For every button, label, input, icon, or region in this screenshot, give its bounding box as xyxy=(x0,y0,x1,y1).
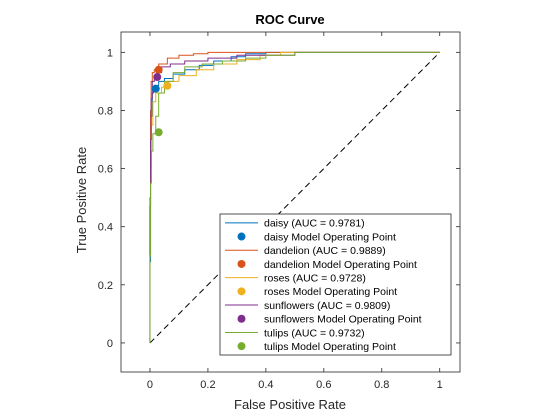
operating-point-tulips xyxy=(154,128,163,137)
chart-title: ROC Curve xyxy=(255,12,324,27)
operating-point-sunflowers xyxy=(153,73,162,82)
y-tick-label: 0.2 xyxy=(98,280,113,292)
operating-point-dandelion xyxy=(154,65,163,74)
legend-entry-label: tulips (AUC = 0.9732) xyxy=(264,327,365,339)
x-tick-label: 1 xyxy=(437,379,443,391)
operating-point-roses xyxy=(163,81,172,90)
y-tick-label: 0.4 xyxy=(98,222,113,234)
legend-entry-label: daisy (AUC = 0.9781) xyxy=(264,218,365,230)
y-tick-label: 0 xyxy=(107,338,113,350)
legend-entry-label: dandelion Model Operating Point xyxy=(264,259,417,271)
legend-entry-label: sunflowers (AUC = 0.9809) xyxy=(264,300,390,312)
legend-dot-swatch xyxy=(237,232,246,241)
legend-dot-swatch xyxy=(237,259,246,268)
legend-entry-label: tulips Model Operating Point xyxy=(264,341,396,353)
legend-entry-label: daisy Model Operating Point xyxy=(264,231,396,243)
legend-dot-swatch xyxy=(237,314,246,323)
legend-dot-swatch xyxy=(237,287,246,296)
y-tick-label: 0.8 xyxy=(98,105,113,117)
legend-entry-label: roses (AUC = 0.9728) xyxy=(264,272,366,284)
y-tick-label: 1 xyxy=(107,47,113,59)
legend-box xyxy=(219,213,452,356)
x-tick-label: 0.4 xyxy=(258,379,273,391)
x-axis-label: False Positive Rate xyxy=(234,397,346,412)
y-axis-label: True Positive Rate xyxy=(74,147,89,253)
x-tick-label: 0.6 xyxy=(316,379,331,391)
operating-point-daisy xyxy=(151,84,160,93)
legend-entry-label: sunflowers Model Operating Point xyxy=(264,314,422,326)
legend-dot-swatch xyxy=(237,342,246,351)
legend-entry-label: roses Model Operating Point xyxy=(264,286,397,298)
legend: daisy (AUC = 0.9781)daisy Model Operatin… xyxy=(219,213,452,356)
legend-entry-label: dandelion (AUC = 0.9889) xyxy=(264,245,386,257)
x-tick-label: 0.8 xyxy=(374,379,389,391)
y-tick-label: 0.6 xyxy=(98,164,113,176)
roc-curve-tulips xyxy=(149,51,440,343)
x-tick-label: 0.2 xyxy=(200,379,215,391)
x-tick-label: 0 xyxy=(147,379,153,391)
diagonal-reference-line xyxy=(149,51,441,344)
